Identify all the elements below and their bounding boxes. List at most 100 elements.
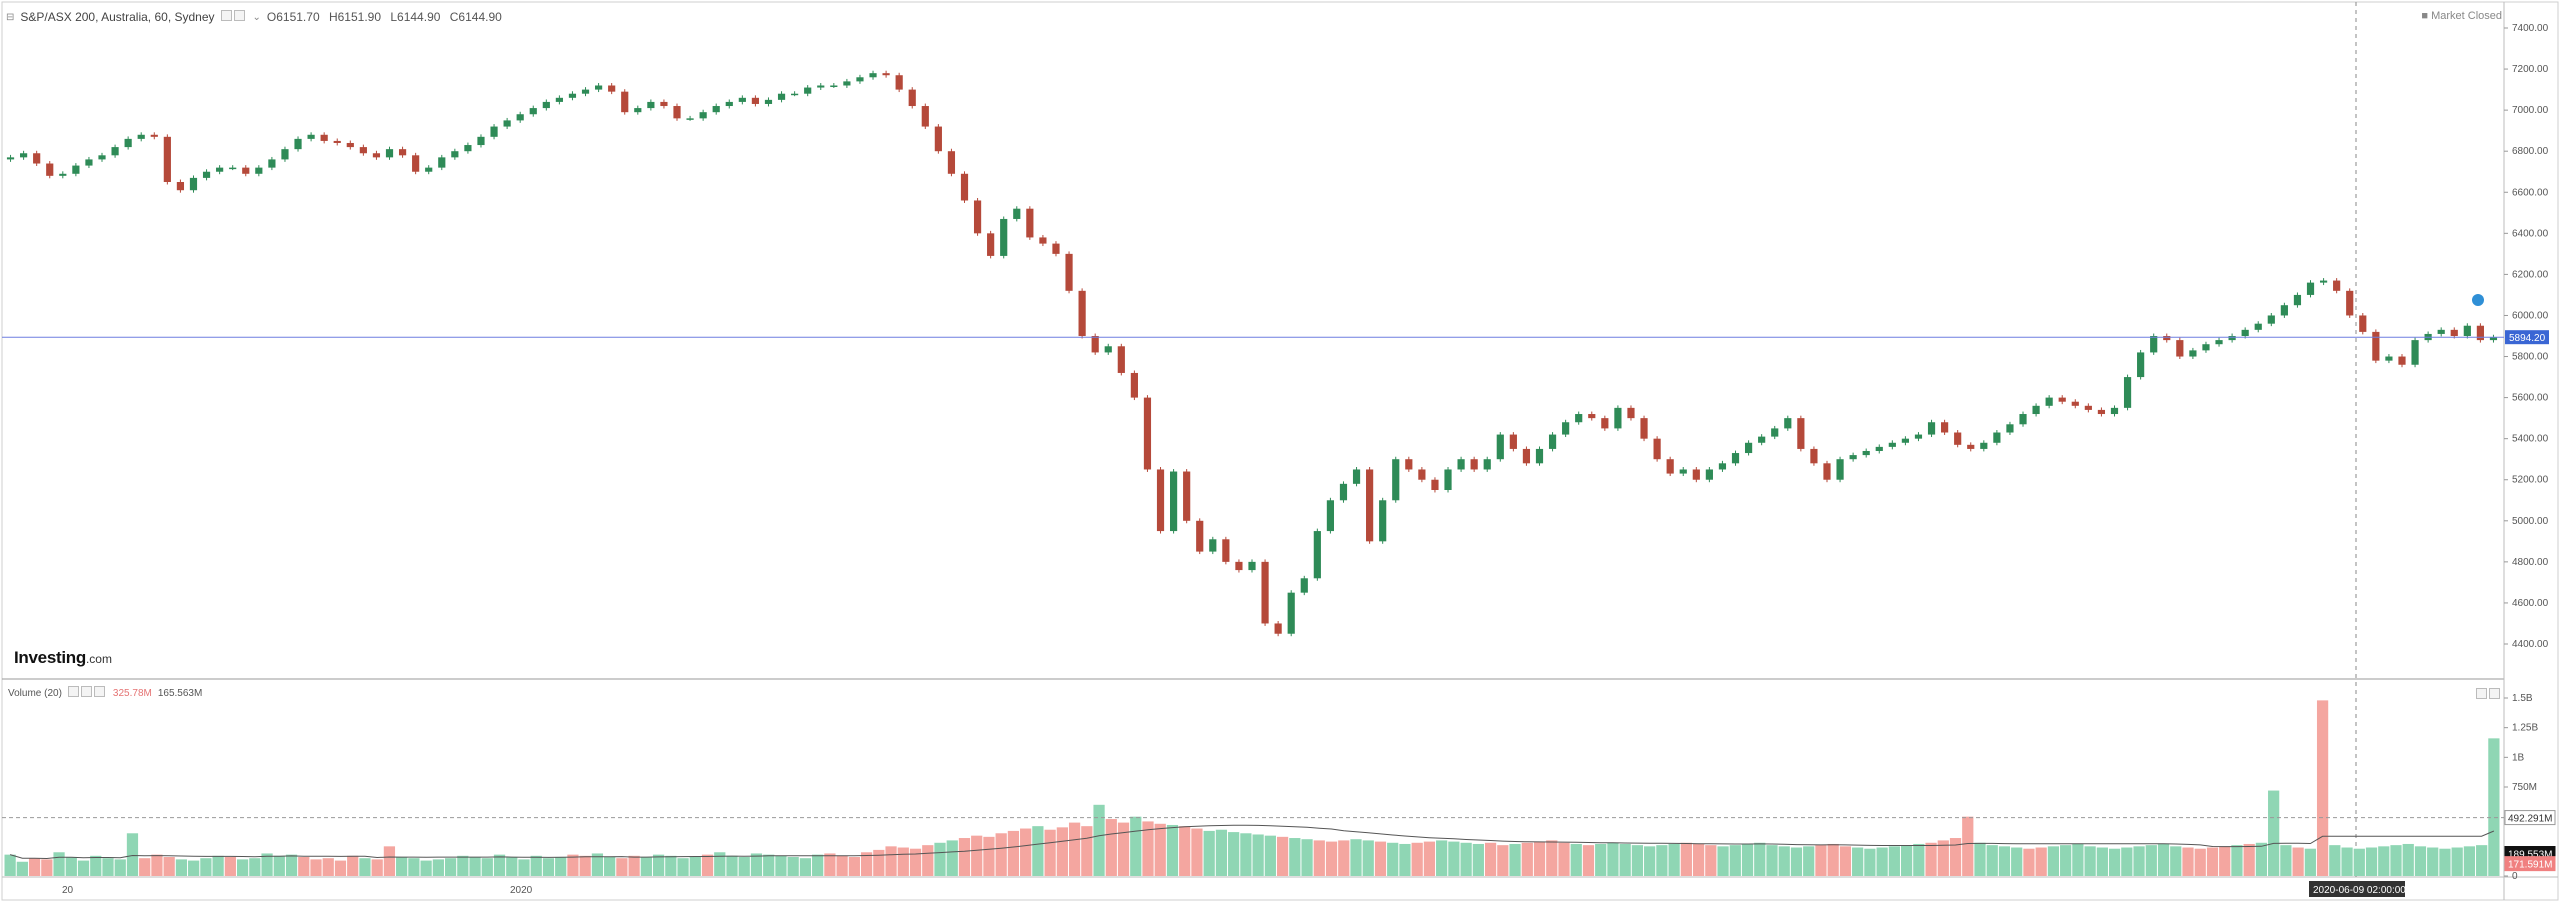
candle-body bbox=[111, 147, 119, 156]
candle-body bbox=[973, 200, 982, 234]
candle-body bbox=[1548, 434, 1557, 449]
volume-bar bbox=[1020, 828, 1032, 876]
volume-bar bbox=[1692, 843, 1705, 876]
volume-bar bbox=[481, 858, 493, 876]
volume-bar bbox=[1497, 845, 1509, 876]
candle-body bbox=[33, 153, 41, 164]
candle-body bbox=[1130, 372, 1138, 398]
candle-body bbox=[1366, 469, 1374, 542]
candle-body bbox=[398, 149, 407, 156]
volume-bar bbox=[444, 858, 457, 876]
volume-bar bbox=[2463, 846, 2476, 876]
volume-settings-icon[interactable] bbox=[67, 686, 79, 697]
volume-bar bbox=[1729, 845, 1741, 876]
candle-body bbox=[1980, 442, 1988, 449]
candle-body bbox=[1744, 442, 1753, 454]
collapse-legend-icon[interactable]: ⊟ bbox=[6, 11, 15, 23]
volume-bar bbox=[1839, 846, 1852, 876]
candle-body bbox=[2110, 407, 2119, 415]
volume-bar bbox=[102, 858, 114, 876]
volume-bar bbox=[873, 849, 885, 876]
volume-bar bbox=[775, 855, 787, 876]
volume-bar bbox=[1142, 821, 1154, 876]
volume-bar bbox=[77, 860, 90, 876]
volume-bar bbox=[1521, 842, 1533, 876]
volume-bar bbox=[971, 835, 983, 876]
volume-bar bbox=[2365, 847, 2378, 876]
volume-bar bbox=[1350, 839, 1362, 876]
candle-body bbox=[202, 171, 211, 178]
volume-bar bbox=[4, 854, 16, 876]
candle-body bbox=[333, 140, 341, 143]
price-tick-label: 7200.00 bbox=[2512, 64, 2549, 75]
volume-bar bbox=[2072, 843, 2084, 876]
volume-bar bbox=[1998, 846, 2011, 876]
candle-body bbox=[1836, 459, 1844, 480]
chevron-down-icon[interactable]: ⌄ bbox=[252, 11, 261, 23]
candle-body bbox=[2319, 280, 2328, 283]
pane-maximize-icon[interactable] bbox=[2489, 688, 2500, 699]
candle-body bbox=[1705, 469, 1713, 480]
candle-body bbox=[163, 136, 171, 182]
candle-body bbox=[307, 134, 315, 139]
instrument-legend: ⊟ S&P/ASX 200, Australia, 60, Sydney ⌄ O… bbox=[6, 10, 508, 24]
volume-value-2: 165.563M bbox=[157, 687, 203, 699]
volume-bar bbox=[383, 846, 396, 876]
candle-body bbox=[1169, 471, 1178, 532]
candle-body bbox=[2476, 325, 2484, 341]
candle-body bbox=[451, 151, 459, 158]
candle-body bbox=[1901, 438, 1909, 443]
volume-bar bbox=[334, 860, 347, 876]
volume-bar bbox=[2047, 846, 2060, 876]
volume-bar bbox=[2476, 845, 2488, 876]
volume-bar bbox=[1166, 824, 1179, 876]
volume-hide-icon[interactable] bbox=[80, 686, 92, 697]
candle-body bbox=[2071, 401, 2079, 406]
volume-bar bbox=[750, 853, 763, 876]
candle-body bbox=[2359, 315, 2367, 332]
price-tick-label: 6200.00 bbox=[2512, 269, 2549, 280]
volume-bar bbox=[518, 859, 530, 876]
candle-body bbox=[908, 89, 916, 107]
volume-badge bbox=[2504, 856, 2556, 872]
candle-body bbox=[176, 182, 185, 191]
volume-bar bbox=[457, 855, 469, 876]
candle-body bbox=[503, 120, 511, 127]
volume-bar bbox=[1913, 843, 1925, 876]
volume-bar bbox=[261, 853, 273, 876]
price-tick-label: 6600.00 bbox=[2512, 187, 2549, 198]
volume-bar bbox=[163, 857, 175, 876]
candle-body bbox=[1614, 407, 1622, 429]
volume-bar bbox=[995, 833, 1007, 876]
price-tick-label: 6800.00 bbox=[2512, 146, 2549, 157]
settings-icon[interactable] bbox=[220, 10, 232, 21]
volume-bar bbox=[1827, 843, 1839, 876]
candle-body bbox=[242, 167, 250, 174]
candle-body bbox=[1535, 448, 1544, 464]
volume-bar bbox=[799, 858, 812, 876]
candle-body bbox=[751, 97, 760, 104]
crosshair-time-badge bbox=[2309, 881, 2405, 897]
volume-bar bbox=[2268, 790, 2280, 876]
volume-bar bbox=[616, 858, 628, 876]
dividend-marker-icon bbox=[2472, 294, 2484, 306]
volume-bar bbox=[28, 858, 41, 876]
volume-bar bbox=[2292, 847, 2304, 876]
volume-remove-icon[interactable] bbox=[93, 686, 105, 697]
volume-bar bbox=[2182, 847, 2194, 876]
volume-bar bbox=[1068, 822, 1081, 876]
volume-bar bbox=[1191, 828, 1203, 876]
candle-body bbox=[2306, 282, 2315, 295]
hide-series-icon[interactable] bbox=[233, 10, 245, 21]
volume-bar bbox=[885, 846, 897, 876]
candle-body bbox=[294, 138, 302, 150]
volume-bar bbox=[1313, 840, 1325, 876]
candle-body bbox=[1000, 218, 1008, 256]
price-tick-label: 7400.00 bbox=[2512, 23, 2549, 34]
candle-body bbox=[1248, 561, 1256, 571]
volume-bar bbox=[787, 857, 799, 876]
volume-bar bbox=[2170, 846, 2182, 876]
crosshair-time-label: 2020-06-09 02:00:00 bbox=[2313, 885, 2406, 896]
candle-body bbox=[1601, 418, 1609, 429]
pane-collapse-icon[interactable] bbox=[2476, 688, 2487, 699]
